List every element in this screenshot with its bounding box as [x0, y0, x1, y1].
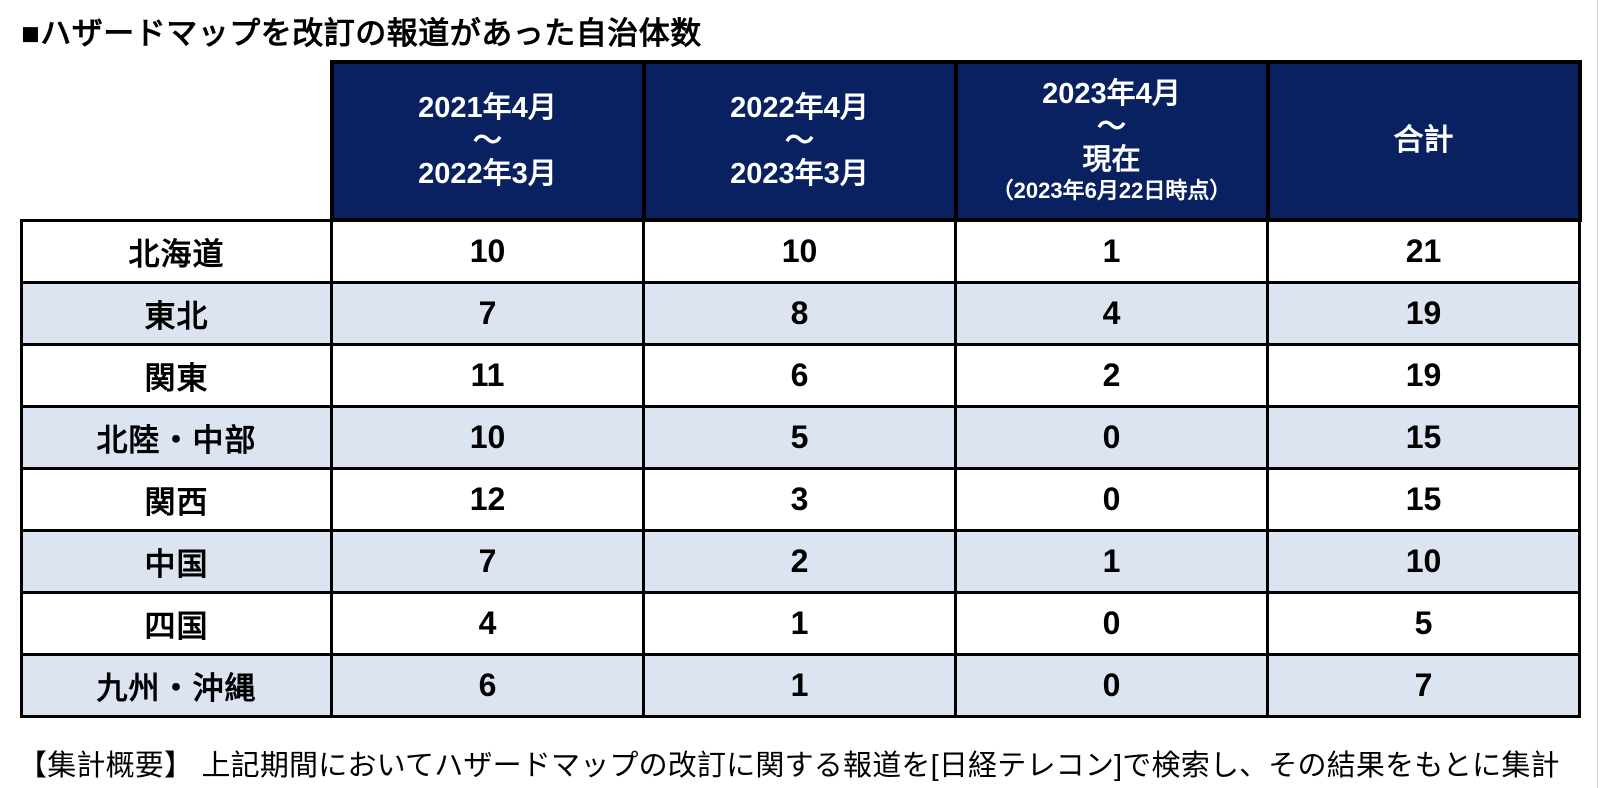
corner-cell: [21, 62, 332, 220]
table-row-shikoku: 四国 4 1 0 5: [20, 590, 1581, 656]
header-row: 2021年4月 ～ 2022年3月 2022年4月 ～ 2023年3月 2023…: [21, 60, 1582, 222]
table-cell: 10: [330, 218, 645, 284]
table-cell: 8: [642, 280, 957, 346]
table-cell: 3: [642, 466, 957, 532]
table-row-kyushu-okinawa: 九州・沖縄 6 1 0 7: [20, 652, 1581, 718]
header-tilde: ～: [472, 124, 502, 157]
page-edge-divider: [1597, 0, 1598, 788]
table-cell: 15: [1266, 466, 1581, 532]
table-cell: 0: [954, 466, 1269, 532]
table-cell: 1: [954, 218, 1269, 284]
table-cell: 10: [1266, 528, 1581, 594]
table-cell: 1: [642, 590, 957, 656]
table-cell: 19: [1266, 280, 1581, 346]
table-cell: 2: [954, 342, 1269, 408]
table-cell: 19: [1266, 342, 1581, 408]
table-cell: 11: [330, 342, 645, 408]
table-row-hokuriku-chubu: 北陸・中部 10 5 0 15: [20, 404, 1581, 470]
table-cell: 10: [642, 218, 957, 284]
header-tilde: ～: [1096, 111, 1126, 143]
table-cell: 21: [1266, 218, 1581, 284]
row-header: 関西: [20, 466, 333, 532]
table-row-kanto: 関東 11 6 2 19: [20, 342, 1581, 408]
table-cell: 15: [1266, 404, 1581, 470]
header-tilde: ～: [784, 124, 814, 157]
table-cell: 0: [954, 590, 1269, 656]
column-header-period-3: 2023年4月 ～ 現在 （2023年6月22日時点）: [953, 60, 1270, 222]
data-table: 2021年4月 ～ 2022年3月 2022年4月 ～ 2023年3月 2023…: [20, 60, 1582, 718]
row-header: 九州・沖縄: [20, 652, 333, 718]
row-header: 四国: [20, 590, 333, 656]
header-line: 合計: [1393, 124, 1454, 157]
row-header: 北陸・中部: [20, 404, 333, 470]
table-cell: 7: [330, 280, 645, 346]
table-cell: 1: [954, 528, 1269, 594]
header-note: （2023年6月22日時点）: [991, 178, 1232, 203]
table-cell: 2: [642, 528, 957, 594]
row-header: 中国: [20, 528, 333, 594]
table-cell: 12: [330, 466, 645, 532]
row-header: 北海道: [20, 218, 333, 284]
column-header-period-2: 2022年4月 ～ 2023年3月: [641, 60, 958, 222]
table-row-tohoku: 東北 7 8 4 19: [20, 280, 1581, 346]
table-cell: 5: [1266, 590, 1581, 656]
table-cell: 0: [954, 652, 1269, 718]
header-line: 2023年3月: [730, 157, 869, 190]
header-line: 2023年4月: [1042, 78, 1181, 110]
table-cell: 7: [330, 528, 645, 594]
page-title: ■ハザードマップを改訂の報道があった自治体数: [21, 16, 702, 51]
table-cell: 5: [642, 404, 957, 470]
column-header-total: 合計: [1265, 60, 1582, 222]
table-row-kansai: 関西 12 3 0 15: [20, 466, 1581, 532]
table-cell: 4: [954, 280, 1269, 346]
table-cell: 1: [642, 652, 957, 718]
table-row-hokkaido: 北海道 10 10 1 21: [20, 218, 1581, 284]
table-cell: 6: [330, 652, 645, 718]
header-line: 2022年3月: [418, 157, 557, 190]
table-cell: 0: [954, 404, 1269, 470]
table-cell: 10: [330, 404, 645, 470]
row-header: 東北: [20, 280, 333, 346]
footnote: 【集計概要】 上記期間においてハザードマップの改訂に関する報道を[日経テレコン]…: [18, 750, 1560, 782]
row-header: 関東: [20, 342, 333, 408]
header-line: 2022年4月: [730, 91, 869, 124]
table-cell: 7: [1266, 652, 1581, 718]
table-cell: 6: [642, 342, 957, 408]
column-header-period-1: 2021年4月 ～ 2022年3月: [329, 60, 646, 222]
table-row-chugoku: 中国 7 2 1 10: [20, 528, 1581, 594]
header-line: 2021年4月: [418, 91, 557, 124]
table-cell: 4: [330, 590, 645, 656]
header-line: 現在: [1082, 144, 1141, 176]
